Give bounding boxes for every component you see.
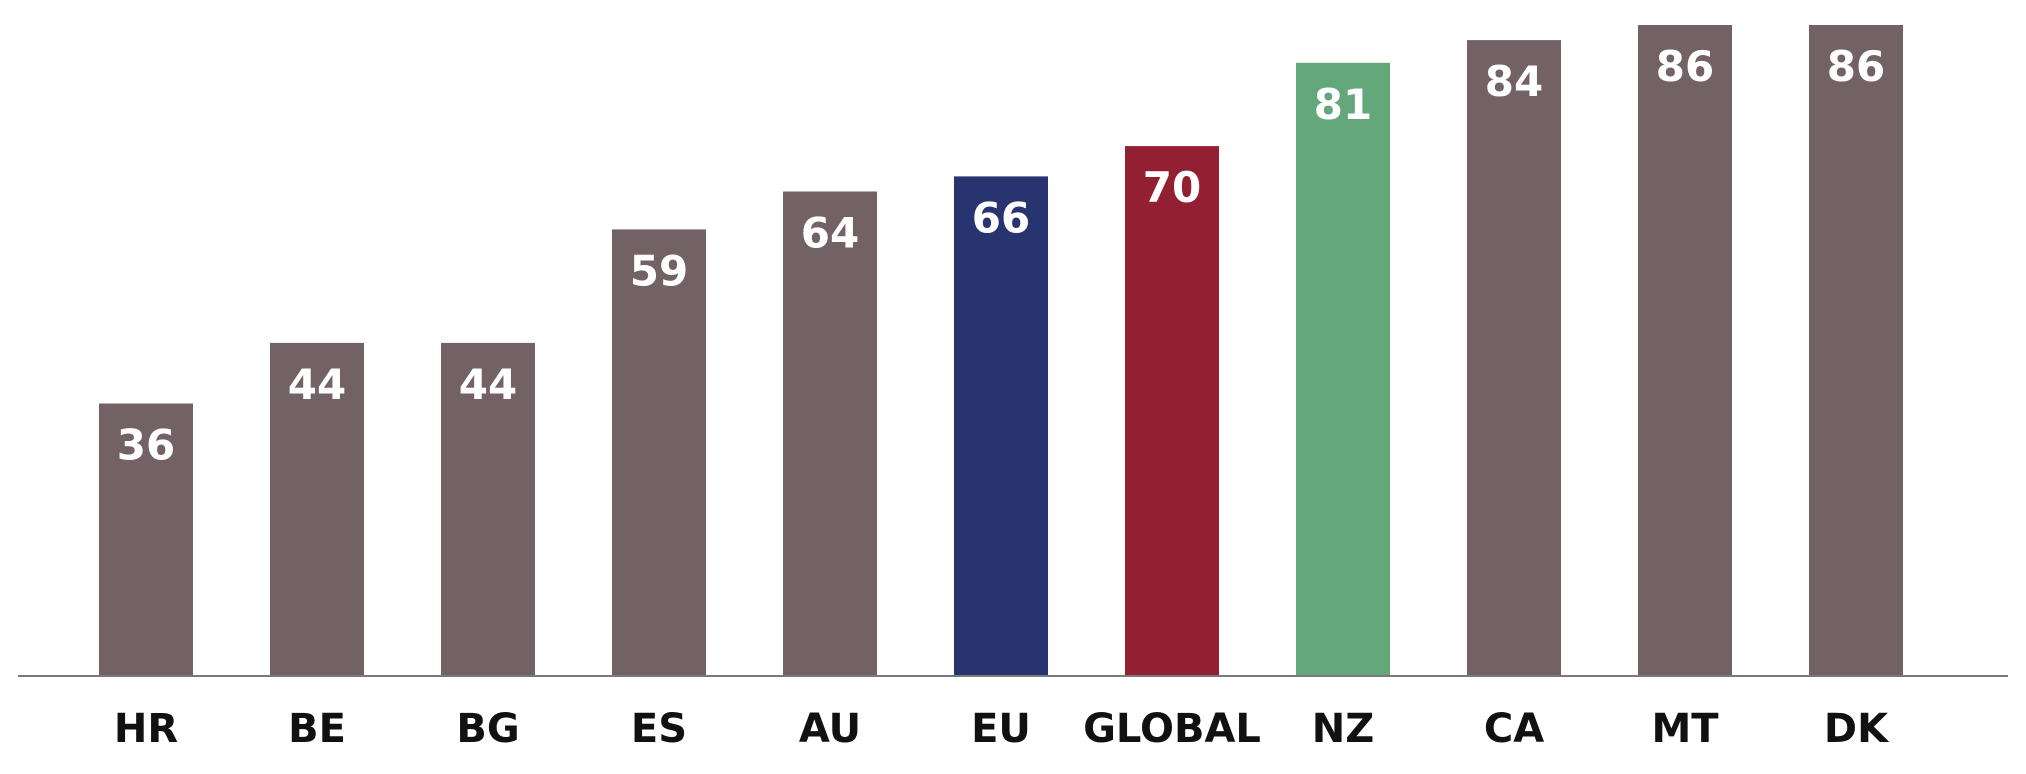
bar-value-label-mt: 86 — [1656, 42, 1714, 91]
bar-ca — [1467, 40, 1561, 677]
x-tick-label-hr: HR — [114, 706, 178, 752]
x-tick-label-bg: BG — [456, 706, 519, 752]
x-tick-label-dk: DK — [1824, 706, 1890, 752]
bar-value-label-hr: 36 — [117, 421, 175, 470]
bar-value-label-dk: 86 — [1827, 42, 1885, 91]
x-tick-label-nz: NZ — [1312, 706, 1374, 752]
bars-group — [99, 25, 1903, 677]
bar-bg — [441, 342, 535, 676]
bar-mt — [1638, 25, 1732, 676]
x-axis-tick-labels: HR BE BG ES AU EU GLOBAL NZ CA MT DK — [114, 706, 1890, 752]
x-tick-label-eu: EU — [971, 706, 1031, 752]
bar-value-label-es: 59 — [630, 246, 688, 295]
x-tick-label-ca: CA — [1484, 706, 1544, 752]
x-tick-label-be: BE — [288, 706, 346, 752]
bar-es — [612, 229, 706, 676]
bar-eu — [954, 176, 1048, 676]
x-tick-label-mt: MT — [1651, 706, 1719, 752]
x-tick-label-au: AU — [799, 706, 861, 752]
x-tick-label-es: ES — [631, 706, 687, 752]
bar-value-label-global: 70 — [1143, 163, 1201, 212]
bar-dk — [1809, 25, 1903, 676]
bar-value-label-be: 44 — [288, 360, 346, 409]
bar-value-label-ca: 84 — [1485, 57, 1543, 106]
bar-hr — [99, 403, 193, 676]
bar-be — [270, 342, 364, 676]
bar-au — [783, 191, 877, 676]
bar-value-label-eu: 66 — [972, 193, 1030, 242]
bar-nz — [1296, 62, 1390, 677]
value-labels-group: 36 44 44 59 64 66 70 81 84 86 86 — [117, 42, 1885, 470]
bar-value-label-nz: 81 — [1314, 80, 1372, 129]
bar-value-label-au: 64 — [801, 209, 859, 258]
bar-global — [1125, 146, 1219, 677]
x-tick-label-global: GLOBAL — [1083, 706, 1261, 752]
bar-value-label-bg: 44 — [459, 360, 517, 409]
